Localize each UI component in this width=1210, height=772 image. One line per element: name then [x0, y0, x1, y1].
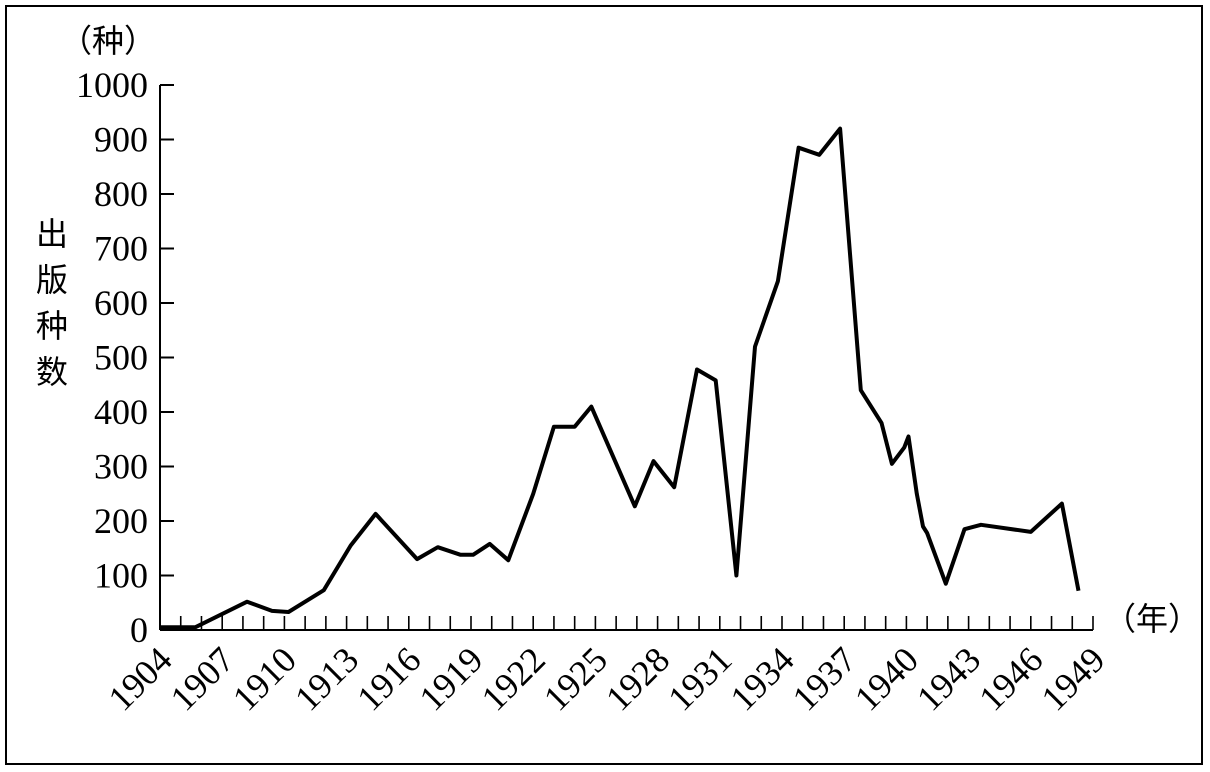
- x-tick-label: 1919: [411, 639, 490, 718]
- y-tick-label: 900: [94, 120, 148, 160]
- y-unit-label: （种）: [60, 22, 156, 60]
- y-tick-label: 600: [94, 283, 148, 323]
- series-line: [160, 126, 1081, 630]
- series-layer: [160, 126, 1081, 630]
- y-tick-label: 500: [94, 338, 148, 378]
- chart-frame: [5, 5, 1203, 765]
- x-tick-label: 1904: [100, 639, 179, 718]
- y-tick-label: 0: [130, 610, 148, 650]
- y-tick-label: 300: [94, 447, 148, 487]
- x-tick-label: 1946: [971, 639, 1050, 718]
- x-tick-label: 1928: [598, 639, 677, 718]
- x-unit-label: （年）: [1104, 600, 1200, 638]
- y-tick-label: 700: [94, 229, 148, 269]
- y-tick-label: 1000: [76, 65, 148, 105]
- x-tick-label: 1913: [287, 639, 366, 718]
- x-tick-label: 1907: [163, 639, 242, 718]
- x-tick-label: 1925: [536, 639, 615, 718]
- x-tick-label: 1922: [474, 639, 553, 718]
- x-tick-label: 1943: [909, 639, 988, 718]
- x-tick-label: 1910: [225, 639, 304, 718]
- y-tick-label: 800: [94, 174, 148, 214]
- x-tick-label: 1940: [847, 639, 926, 718]
- y-tick-label: 400: [94, 392, 148, 432]
- y-axis-label: 出版种数: [36, 215, 68, 391]
- axis-labels: （种） （年） 出版种数: [36, 22, 1200, 638]
- x-tick-label: 1931: [660, 639, 739, 718]
- x-tick-label: 1937: [785, 639, 864, 718]
- x-tick-label: 1934: [722, 639, 801, 718]
- y-tick-label: 100: [94, 556, 148, 596]
- y-tick-label: 200: [94, 501, 148, 541]
- y-axis: 0 100 200 300 400 500 600 700 800 900 1000: [76, 65, 174, 650]
- x-tick-label: 1949: [1033, 639, 1112, 718]
- x-tick-label: 1916: [349, 639, 428, 718]
- x-axis: 1904190719101913191619191922192519281931…: [100, 616, 1113, 719]
